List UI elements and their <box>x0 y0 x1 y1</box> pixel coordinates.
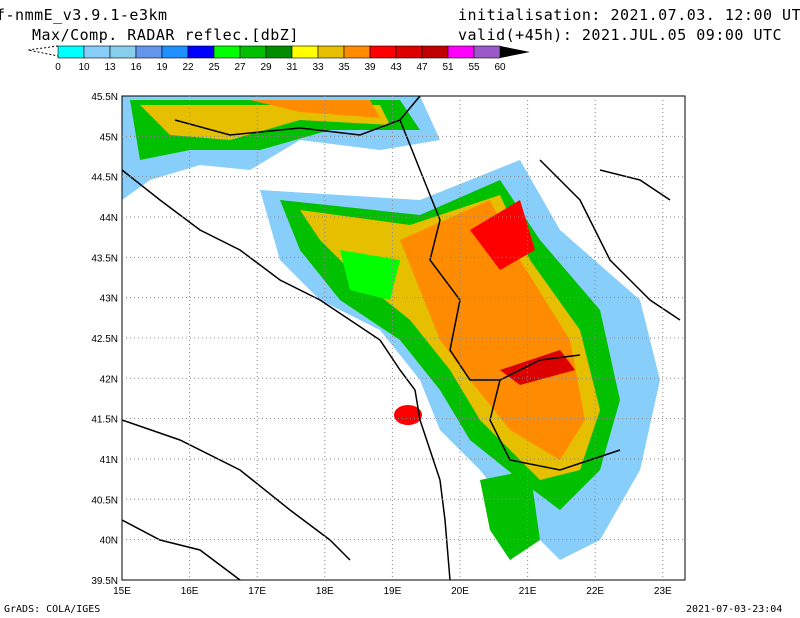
lat-label: 43N <box>100 294 118 305</box>
colorbar-label: 16 <box>130 62 142 73</box>
colorbar-label: 60 <box>494 62 506 73</box>
lat-label: 40N <box>100 536 118 547</box>
colorbar-label: 0 <box>55 62 61 73</box>
valid-time: valid(+45h): 2021.JUL.05 09:00 UTC <box>458 26 783 44</box>
lon-label: 17E <box>248 586 266 597</box>
colorbar-label: 47 <box>416 62 428 73</box>
lon-label: 22E <box>586 586 604 597</box>
init-time: initialisation: 2021.07.03. 12:00 UTC <box>458 6 800 24</box>
colorbar-label: 25 <box>208 62 220 73</box>
colorbar-label: 33 <box>312 62 324 73</box>
lat-label: 45.5N <box>91 92 118 103</box>
lat-label: 45N <box>100 132 118 143</box>
lon-label: 20E <box>451 586 469 597</box>
colorbar-label: 19 <box>156 62 168 73</box>
colorbar-label: 51 <box>442 62 454 73</box>
graticule <box>122 96 685 580</box>
lat-label: 42N <box>100 374 118 385</box>
lat-label: 44.5N <box>91 173 118 184</box>
colorbar-label: 10 <box>78 62 90 73</box>
lat-label: 42.5N <box>91 334 118 345</box>
lon-label: 15E <box>113 586 131 597</box>
field-title: Max/Comp. RADAR reflec.[dbZ] <box>32 26 299 44</box>
lon-label: 23E <box>654 586 672 597</box>
coastlines-borders <box>121 95 681 581</box>
colorbar-label: 55 <box>468 62 480 73</box>
footer-credit: GrADS: COLA/IGES <box>4 604 101 615</box>
lat-label: 43.5N <box>91 253 118 264</box>
colorbar-label: 39 <box>364 62 376 73</box>
footer-timestamp: 2021-07-03-23:04 <box>686 604 783 615</box>
colorbar-label: 29 <box>260 62 272 73</box>
over-triangle <box>500 46 530 58</box>
lat-label: 44N <box>100 213 118 224</box>
lon-label: 19E <box>384 586 402 597</box>
lon-label: 21E <box>519 586 537 597</box>
colorbar-label: 35 <box>338 62 350 73</box>
lat-label: 41N <box>100 455 118 466</box>
lat-label: 40.5N <box>91 495 118 506</box>
colorbar-label: 13 <box>104 62 116 73</box>
lat-label: 39.5N <box>91 576 118 587</box>
lon-label: 16E <box>181 586 199 597</box>
colorbar-label: 27 <box>234 62 246 73</box>
model-title: f-nmmE_v3.9.1-e3km <box>0 6 168 24</box>
colorbar-label: 43 <box>390 62 402 73</box>
colorbar-label: 22 <box>182 62 194 73</box>
colorbar-label: 31 <box>286 62 298 73</box>
colorbar-legend: 0 10 13 16 19 22 25 27 29 31 33 35 39 43 47 51 55 60 <box>27 45 530 73</box>
lon-label: 18E <box>316 586 334 597</box>
axis-labels: 15E 16E 17E 18E 19E 20E 21E 22E 23E 45.5N 45N 44.5N… <box>91 92 672 597</box>
reflectivity-field <box>122 96 660 560</box>
lat-label: 41.5N <box>91 415 118 426</box>
